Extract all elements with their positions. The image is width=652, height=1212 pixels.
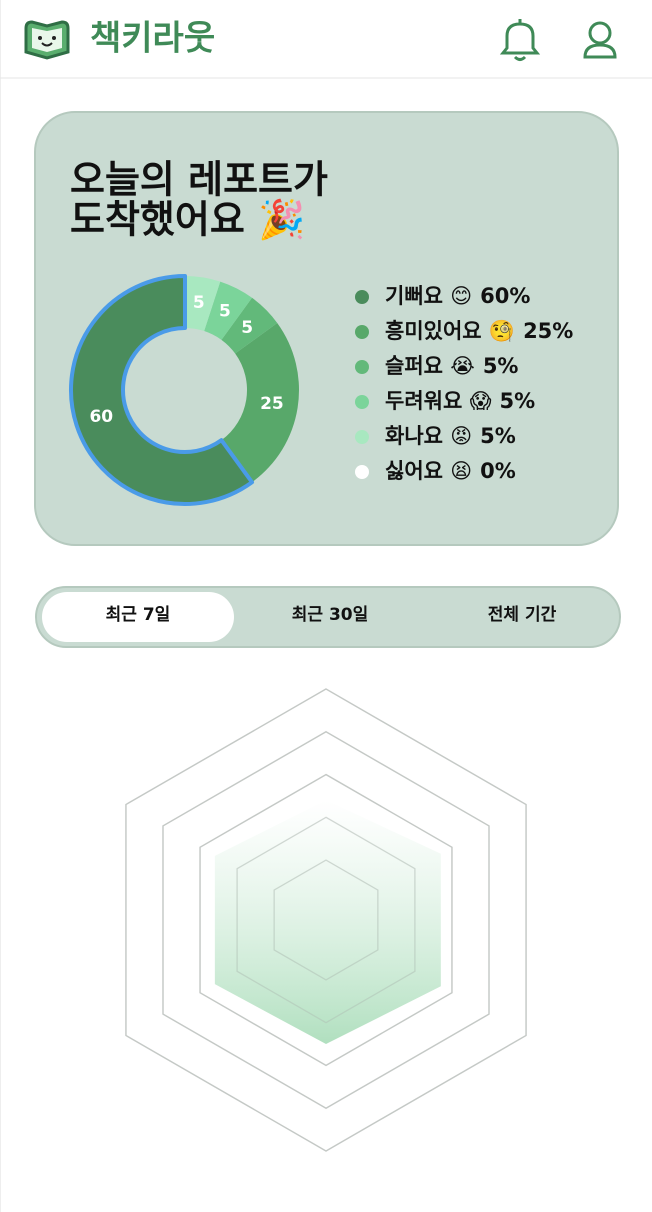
app-title: 책키라웃	[90, 19, 215, 59]
radar-grid-overlay	[162, 731, 490, 1109]
legend-value: 5%	[480, 424, 516, 448]
legend-dot	[355, 325, 369, 339]
legend-dot	[355, 465, 369, 479]
legend-label: 슬퍼요 😭	[385, 354, 475, 378]
legend-item: 슬퍼요 😭 5%	[385, 354, 518, 378]
user-body	[583, 43, 617, 59]
radar-grid-overlay	[125, 688, 527, 1152]
donut-slice[interactable]	[185, 276, 221, 332]
logo-eye	[52, 36, 56, 40]
legend-label: 화나요 😡	[385, 424, 472, 448]
legend-item: 흥미있어요 🧐 25%	[385, 319, 573, 343]
legend-label: 기뻐요 😊	[385, 284, 472, 308]
legend-value: 25%	[523, 319, 573, 343]
legend-label: 싫어요 😫	[385, 459, 472, 483]
tab-label[interactable]: 최근 7일	[106, 605, 171, 625]
user-head	[588, 21, 612, 45]
legend-value: 60%	[480, 284, 530, 308]
radar-chart	[125, 688, 527, 1152]
slice-label: 25	[260, 394, 284, 414]
tab-label[interactable]: 전체 기간	[488, 605, 557, 625]
legend-value: 5%	[483, 354, 519, 378]
tabs: 최근 7일 최근 30일 전체 기간	[106, 605, 557, 625]
report-title: 도착했어요 🎉	[70, 198, 305, 243]
bell-icon[interactable]	[499, 19, 541, 61]
radar-area	[214, 800, 441, 1045]
bell-clapper	[513, 55, 527, 61]
active-tab	[42, 592, 234, 642]
bell-body	[499, 22, 541, 55]
tab-label[interactable]: 최근 30일	[292, 605, 369, 625]
radar-grid-overlay	[236, 816, 416, 1024]
logo-page	[32, 28, 62, 52]
slice-label: 60	[89, 407, 113, 427]
legend-value: 0%	[480, 459, 516, 483]
legend-dot	[355, 360, 369, 374]
slice-label: 5	[193, 293, 205, 313]
legend-dot	[355, 430, 369, 444]
logo-eye	[38, 36, 42, 40]
logo-smile	[41, 42, 53, 47]
slice-label: 5	[219, 302, 231, 322]
legend-label: 흥미있어요 🧐	[385, 319, 515, 343]
report-card	[34, 111, 619, 546]
legend: 기뻐요 😊 60% 흥미있어요 🧐 25% 슬퍼요 😭 5% 두려워요 😱 5% 화나요 😡 5%…	[355, 284, 573, 483]
radar-grid-overlay	[199, 773, 453, 1067]
legend-item: 기뻐요 😊 60%	[385, 284, 530, 308]
logo[interactable]	[24, 20, 70, 60]
donut-slice[interactable]	[221, 297, 278, 354]
donut-slice[interactable]	[204, 281, 253, 340]
user-icon[interactable]	[583, 21, 617, 59]
legend-dot	[355, 290, 369, 304]
radar-grid-overlay	[273, 859, 379, 981]
legend-dot	[355, 395, 369, 409]
legend-item: 두려워요 😱 5%	[385, 389, 535, 413]
legend-label: 두려워요 😱	[385, 389, 492, 413]
donut-slice[interactable]	[221, 322, 299, 483]
report-title: 오늘의 레포트가	[70, 158, 328, 202]
legend-value: 5%	[499, 389, 535, 413]
slice-label: 5	[241, 318, 253, 338]
legend-item: 싫어요 😫 0%	[385, 459, 516, 483]
donut-slice[interactable]	[69, 274, 255, 506]
legend-item: 화나요 😡 5%	[385, 424, 516, 448]
